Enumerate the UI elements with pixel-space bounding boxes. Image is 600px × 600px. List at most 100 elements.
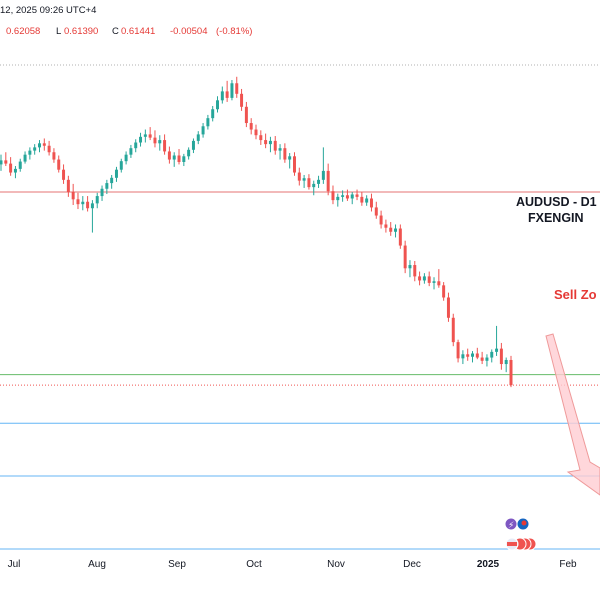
candle-body	[37, 143, 41, 148]
candle-body	[86, 201, 90, 209]
candle-body	[76, 199, 80, 205]
annotations: AUDUSD - D1 FXENGIN Sell Zo	[516, 195, 597, 302]
header: 12, 2025 09:26 UTC+4 0.62058 L 0.61390 C…	[0, 5, 252, 37]
candle	[495, 325, 499, 356]
candle	[37, 140, 41, 153]
x-tick-label: Feb	[559, 559, 577, 570]
header-change-pct: (-0.81%)	[216, 26, 252, 37]
candle	[365, 195, 369, 206]
candle-body	[471, 353, 475, 357]
candle-body	[394, 228, 398, 232]
candle-body	[312, 183, 316, 188]
candle-body	[384, 224, 388, 228]
candle-body	[143, 134, 147, 137]
candle	[321, 147, 325, 184]
candle	[504, 357, 508, 373]
x-tick-label: Sep	[168, 559, 186, 570]
candle	[134, 139, 138, 153]
candle-body	[240, 93, 244, 107]
candle-body	[317, 179, 321, 184]
candle-body	[134, 142, 138, 149]
candle-body	[177, 155, 181, 162]
candle-body	[105, 183, 109, 189]
candle	[398, 224, 402, 249]
candle-body	[264, 140, 268, 145]
candle-body	[437, 281, 441, 286]
candle-body	[225, 91, 229, 98]
economic-events[interactable]: ⚡	[504, 517, 537, 551]
candle-body	[62, 169, 66, 180]
x-tick-label: Dec	[403, 559, 421, 570]
header-low-label: L	[56, 26, 61, 37]
candle-body	[196, 134, 200, 141]
candle	[345, 189, 349, 201]
candle	[408, 260, 412, 278]
candle	[4, 152, 8, 167]
candle-body	[273, 140, 277, 151]
candle	[177, 149, 181, 165]
candle	[42, 138, 46, 151]
candle	[297, 167, 301, 186]
candle-body	[283, 148, 287, 160]
candle-body	[413, 265, 417, 277]
candle	[244, 101, 248, 128]
candle-body	[365, 198, 369, 203]
sell-arrow[interactable]	[545, 333, 600, 496]
candle	[283, 143, 287, 163]
candle	[172, 152, 176, 167]
candle	[350, 192, 354, 205]
candle-body	[167, 151, 171, 160]
candle	[110, 174, 114, 189]
candle	[13, 166, 17, 179]
candle	[153, 130, 157, 148]
candle-body	[172, 155, 176, 160]
candle-body	[490, 351, 494, 358]
candle	[139, 132, 143, 147]
candle-body	[47, 145, 51, 153]
header-change-value: -0.00504	[170, 26, 208, 37]
candle	[475, 347, 479, 360]
candle	[124, 151, 128, 165]
candle-body	[129, 148, 133, 155]
candle	[485, 354, 489, 367]
candle	[114, 166, 118, 182]
candle	[105, 179, 109, 195]
candle-body	[509, 359, 513, 386]
event-icons-row-1[interactable]: ⚡	[504, 517, 530, 531]
candle	[81, 196, 85, 211]
candle	[143, 129, 147, 143]
candle	[369, 193, 373, 212]
candle-body	[326, 170, 330, 192]
candle-body	[341, 195, 345, 197]
candle	[509, 355, 513, 388]
candle	[336, 193, 340, 207]
candle-body	[495, 348, 499, 352]
candle	[18, 158, 22, 172]
x-tick-label: 2025	[477, 559, 500, 570]
candle	[326, 163, 330, 196]
candle-body	[52, 152, 56, 160]
candle-body	[90, 203, 94, 209]
candle	[480, 351, 484, 365]
candle-body	[71, 192, 75, 200]
event-icons-row-2[interactable]	[505, 537, 537, 551]
candle	[187, 147, 191, 160]
candle-body	[442, 285, 446, 298]
candle	[341, 190, 345, 202]
candle-body	[18, 161, 22, 169]
candle-body	[268, 140, 272, 145]
candles	[0, 76, 513, 388]
candle	[201, 123, 205, 138]
candle-body	[451, 317, 455, 343]
candle-body	[182, 156, 186, 162]
candle	[317, 175, 321, 188]
candle	[86, 196, 90, 212]
candle	[66, 175, 70, 197]
candle-body	[466, 354, 470, 357]
candle	[220, 86, 224, 104]
candle	[451, 313, 455, 347]
candle	[374, 201, 378, 219]
candle-body	[374, 207, 378, 216]
